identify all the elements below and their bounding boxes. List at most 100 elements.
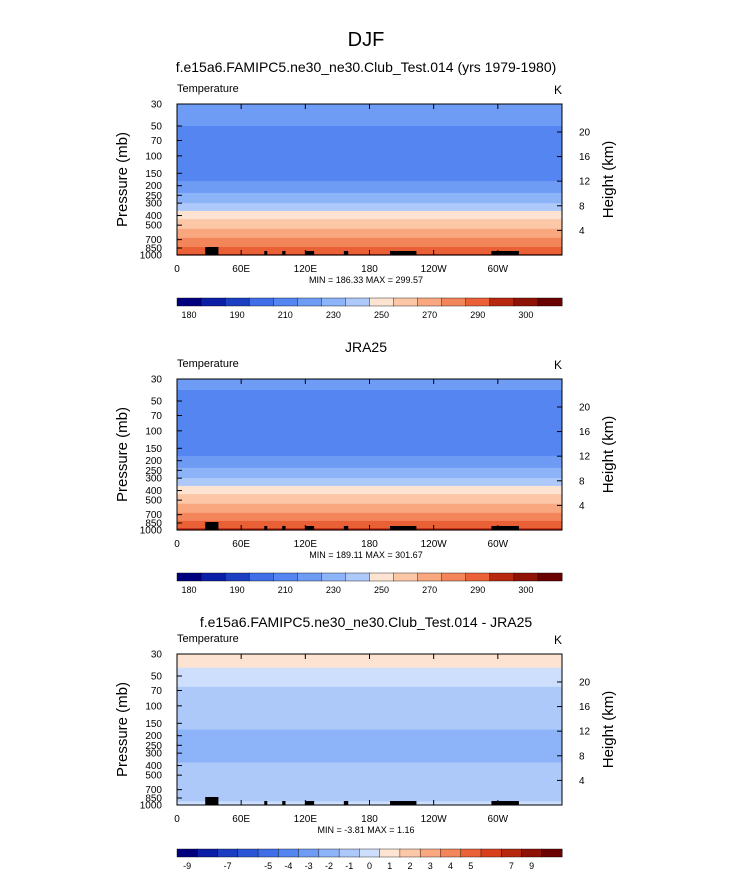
contour-band — [177, 120, 562, 124]
contour-band — [177, 182, 562, 185]
y-tick-label: 250 — [145, 466, 162, 477]
colorbar-box — [417, 297, 443, 307]
colorbar-box — [257, 848, 279, 858]
x-tick-label: 120E — [294, 264, 318, 275]
contour-band — [177, 146, 562, 149]
contour-band — [177, 793, 562, 796]
colorbar-label: -4 — [284, 861, 292, 871]
colorbar-label: 9 — [529, 861, 534, 871]
contour-band — [177, 437, 562, 441]
colorbar-label: 180 — [182, 310, 197, 320]
contour-band — [177, 454, 562, 457]
variable-label: Temperature — [177, 358, 239, 370]
contour-band — [177, 670, 562, 674]
contour-band — [177, 488, 562, 492]
contour-band — [177, 186, 562, 189]
colorbar-box — [176, 572, 202, 582]
colorbar-box — [441, 297, 467, 307]
contour-band — [177, 765, 562, 768]
contour-band — [177, 747, 562, 749]
contour-band — [177, 155, 562, 159]
contour-band — [177, 792, 562, 795]
contour-band — [177, 244, 562, 247]
colorbar-box — [200, 297, 226, 307]
contour-band — [177, 511, 562, 514]
y2-tick-label: 4 — [579, 501, 585, 512]
contour-band — [177, 476, 562, 478]
contour-band — [177, 464, 562, 467]
contour-band — [177, 242, 562, 245]
colorbar-box — [237, 848, 259, 858]
contour-band — [177, 786, 562, 789]
min-max-label: MIN = 186.33 MAX = 299.57 — [309, 275, 423, 285]
contour-band — [177, 241, 562, 244]
units-label: K — [554, 358, 562, 372]
contour-band — [177, 474, 562, 476]
contour-band — [177, 667, 562, 672]
contour-band — [177, 135, 562, 138]
contour-band — [177, 721, 562, 724]
colorbar-box — [248, 297, 274, 307]
y2-tick-label: 12 — [579, 452, 591, 463]
terrain-mask — [491, 526, 519, 530]
contour-band — [177, 734, 562, 737]
y-tick-label: 200 — [145, 456, 162, 467]
y-tick-label: 500 — [145, 496, 162, 507]
contour-band — [177, 421, 562, 424]
colorbar-box — [248, 572, 274, 582]
colorbar-label: -1 — [345, 861, 353, 871]
y2-tick-label: 20 — [579, 402, 591, 413]
contour-band — [177, 225, 562, 228]
contour-band — [177, 140, 562, 144]
contour-band — [177, 219, 562, 221]
colorbar-label: -3 — [305, 861, 313, 871]
y-tick-label: 30 — [151, 375, 163, 386]
contour-band — [177, 448, 562, 451]
colorbar-label: -7 — [224, 861, 232, 871]
colorbar-label: 1 — [387, 861, 392, 871]
contour-band — [177, 452, 562, 456]
contour-band — [177, 234, 562, 237]
contour-band — [177, 752, 562, 754]
contour-band — [177, 460, 562, 463]
contour-band — [177, 166, 562, 170]
colorbar-box — [197, 848, 219, 858]
contour-band — [177, 710, 562, 713]
y-tick-label: 50 — [151, 121, 163, 132]
contour-band — [177, 430, 562, 434]
contour-band — [177, 246, 562, 249]
contour-band — [177, 435, 562, 438]
y-tick-label: 250 — [145, 741, 162, 752]
contour-band — [177, 746, 562, 748]
contour-band — [177, 497, 562, 500]
contour-band — [177, 496, 562, 499]
contour-band — [177, 757, 562, 760]
colorbar-label: 300 — [518, 310, 533, 320]
contour-band — [177, 501, 562, 505]
y-tick-label: 250 — [145, 191, 162, 202]
y-tick-label: 150 — [145, 169, 162, 180]
x-tick-label: 60E — [232, 539, 250, 550]
terrain-mask — [205, 247, 219, 255]
colorbar-box — [297, 572, 322, 582]
y-tick-label: 200 — [145, 181, 162, 192]
contour-band — [177, 724, 562, 727]
colorbar-label: 270 — [422, 310, 437, 320]
contour-band — [177, 470, 562, 472]
contour-band — [177, 185, 562, 188]
y2-tick-label: 4 — [579, 776, 585, 787]
contour-band — [177, 171, 562, 174]
colorbar-box — [537, 297, 563, 307]
contour-band — [177, 158, 562, 161]
contour-band — [177, 714, 562, 718]
terrain-mask — [390, 526, 417, 530]
colorbar-box — [537, 572, 563, 582]
contour-fill — [177, 654, 562, 806]
contour-band — [177, 441, 562, 445]
contour-band — [177, 760, 562, 764]
colorbar-box — [345, 572, 371, 582]
contour-band — [177, 749, 562, 751]
y2-tick-label: 12 — [579, 177, 591, 188]
contour-band — [177, 240, 562, 243]
